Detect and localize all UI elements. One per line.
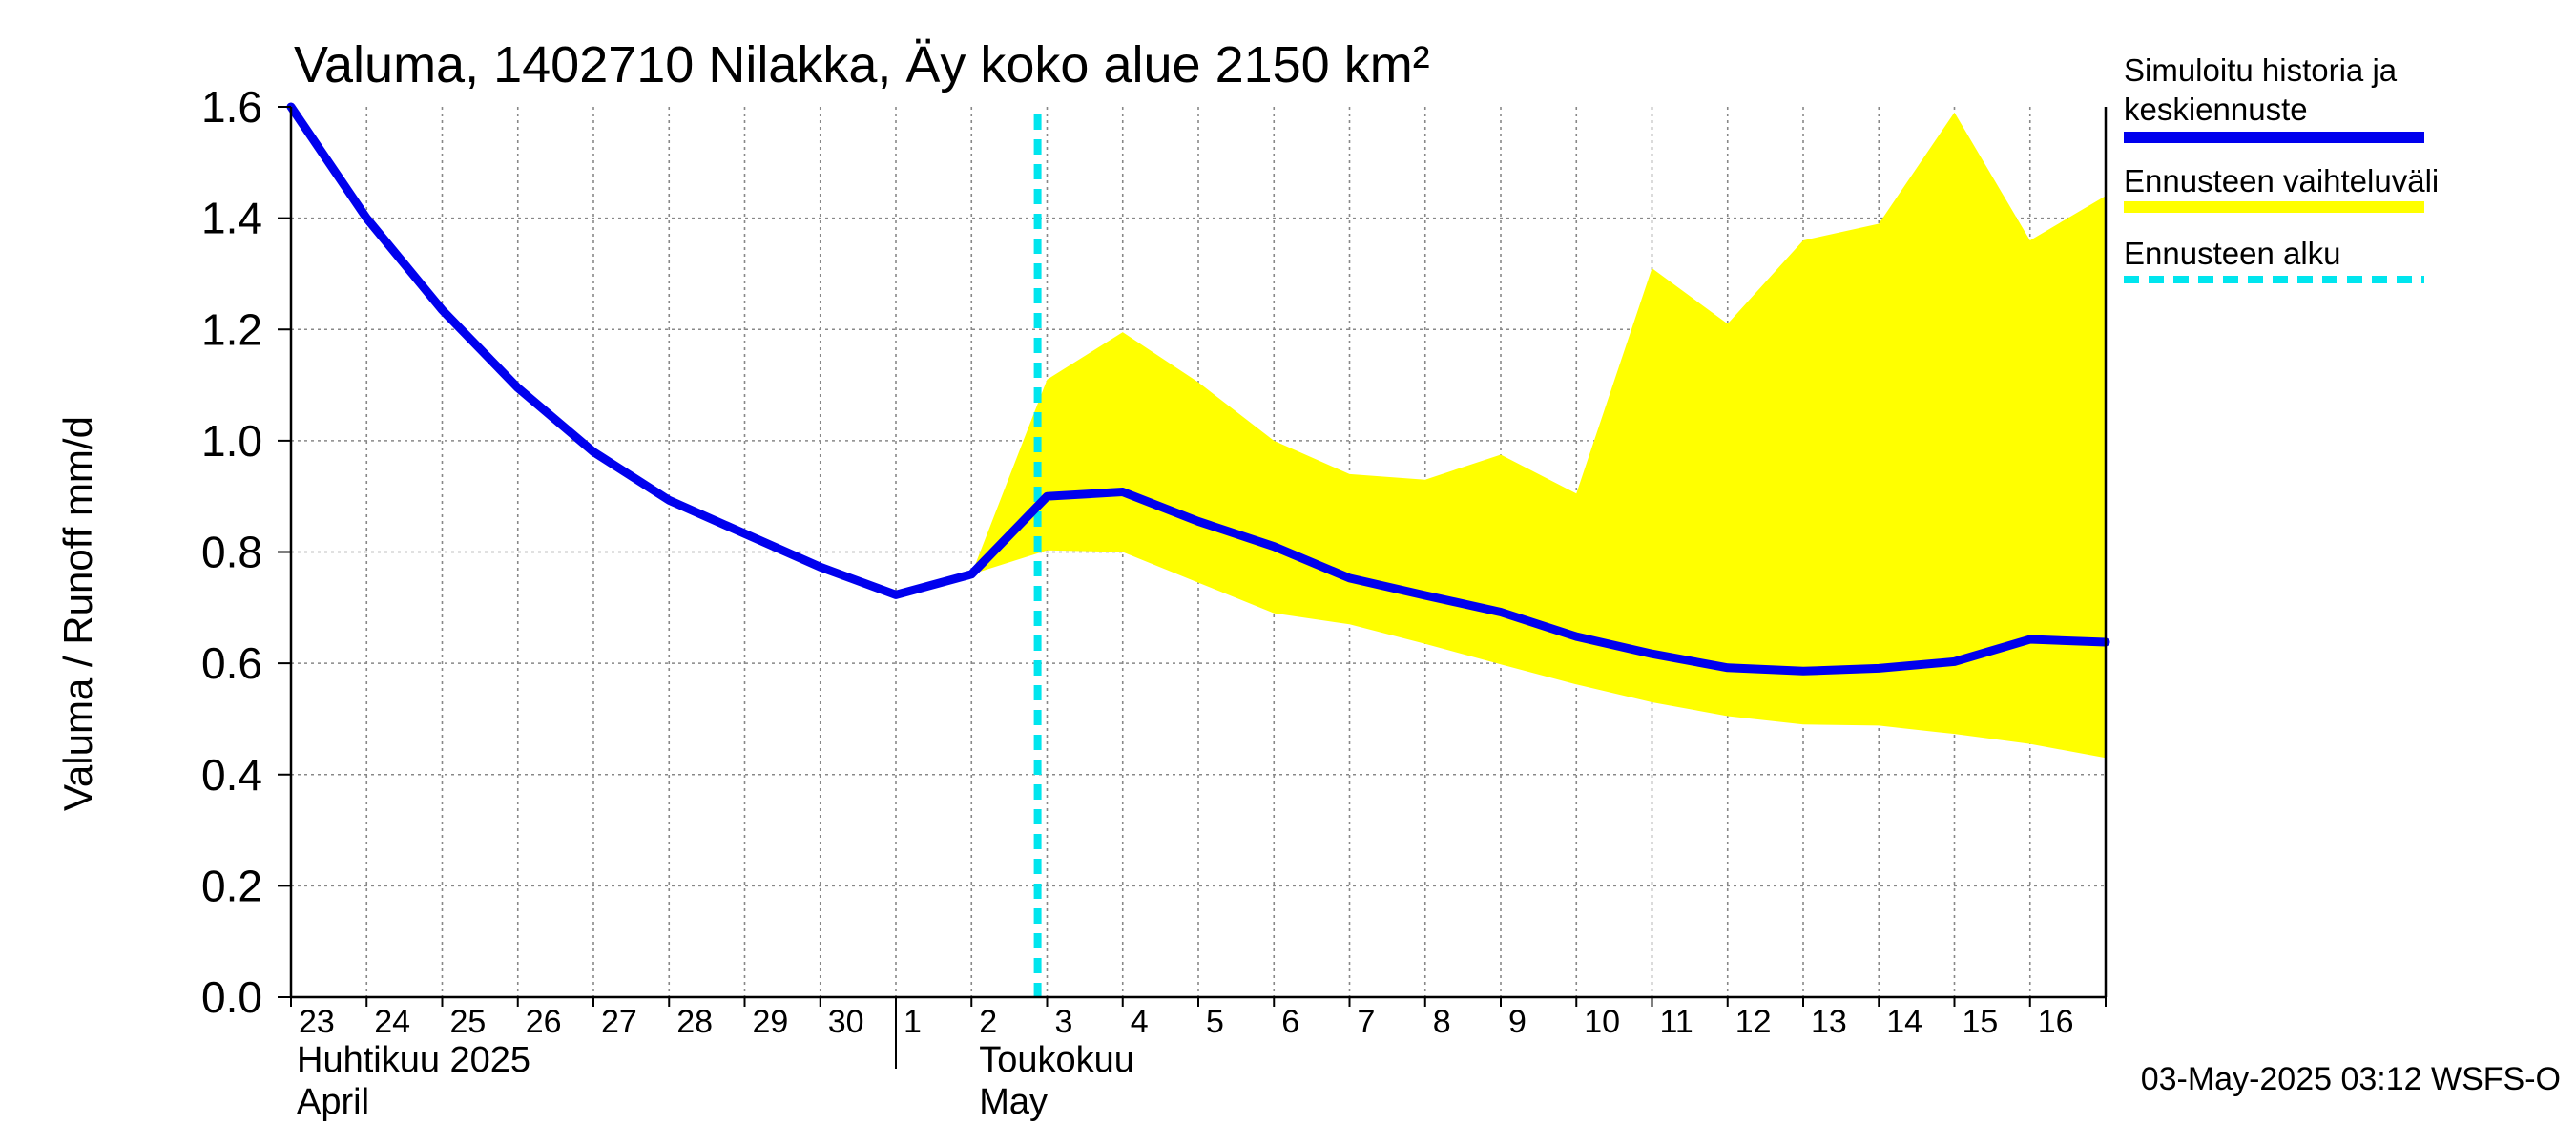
y-tick-label: 1.6 xyxy=(201,82,262,132)
x-tick-label: 23 xyxy=(299,1004,335,1040)
x-tick-label: 11 xyxy=(1660,1004,1693,1040)
legend-label: Ennusteen vaihteluväli xyxy=(2124,163,2439,198)
series-lines xyxy=(286,102,2110,997)
month-label-english: May xyxy=(979,1082,1048,1122)
x-tick-label: 28 xyxy=(676,1004,713,1040)
legend-label: keskiennuste xyxy=(2124,92,2308,127)
x-tick-label: 27 xyxy=(601,1004,637,1040)
x-tick-label: 9 xyxy=(1508,1004,1527,1040)
y-tick-label: 1.4 xyxy=(201,194,262,243)
x-tick-label: 13 xyxy=(1811,1004,1847,1040)
x-tick-label: 10 xyxy=(1584,1004,1620,1040)
x-tick-label: 7 xyxy=(1358,1004,1376,1040)
x-tick-label: 12 xyxy=(1735,1004,1772,1040)
x-tick-label: 30 xyxy=(828,1004,864,1040)
x-tick-label: 29 xyxy=(753,1004,789,1040)
month-label-english: April xyxy=(297,1082,369,1122)
y-tick-label: 1.2 xyxy=(201,304,262,354)
forecast-range-area xyxy=(971,112,2106,759)
grid xyxy=(291,107,2106,997)
month-label: Toukokuu xyxy=(979,1040,1134,1080)
y-tick-label: 0.2 xyxy=(201,861,262,910)
forecast-range-band xyxy=(971,112,2106,759)
footer-timestamp: 03-May-2025 03:12 WSFS-O xyxy=(2141,1061,2561,1097)
simulated-series-line xyxy=(286,102,2110,676)
x-tick-label: 6 xyxy=(1281,1004,1299,1040)
month-label: Huhtikuu 2025 xyxy=(297,1040,530,1080)
x-tick-label: 25 xyxy=(450,1004,487,1040)
y-tick-label: 0.6 xyxy=(201,638,262,688)
x-tick-label: 4 xyxy=(1131,1004,1149,1040)
y-axis-label: Valuma / Runoff mm/d xyxy=(55,416,100,811)
legend: Simuloitu historia ja keskiennuste Ennuste… xyxy=(2124,52,2439,283)
y-tick-label: 0.4 xyxy=(201,750,262,800)
y-tick-label: 0.8 xyxy=(201,528,262,577)
y-tick-label: 0.0 xyxy=(201,972,262,1022)
x-tick-label: 1 xyxy=(904,1004,922,1040)
x-tick-label: 2 xyxy=(979,1004,997,1040)
x-tick-label: 15 xyxy=(1963,1004,1999,1040)
axes: 0.00.20.40.60.81.01.21.41.623 24 25 26 27 28 2… xyxy=(201,82,2108,1122)
x-tick-label: 5 xyxy=(1206,1004,1224,1040)
x-tick-label: 26 xyxy=(526,1004,562,1040)
x-tick-label: 8 xyxy=(1433,1004,1451,1040)
x-tick-label: 3 xyxy=(1055,1004,1073,1040)
chart-title: Valuma, 1402710 Nilakka, Äy koko alue 21… xyxy=(294,36,1430,94)
y-tick-label: 1.0 xyxy=(201,416,262,466)
x-tick-label: 24 xyxy=(374,1004,410,1040)
x-tick-label: 16 xyxy=(2038,1004,2074,1040)
legend-label: Ennusteen alku xyxy=(2124,236,2341,271)
legend-label: Simuloitu historia ja xyxy=(2124,52,2398,88)
x-tick-label: 14 xyxy=(1886,1004,1922,1040)
